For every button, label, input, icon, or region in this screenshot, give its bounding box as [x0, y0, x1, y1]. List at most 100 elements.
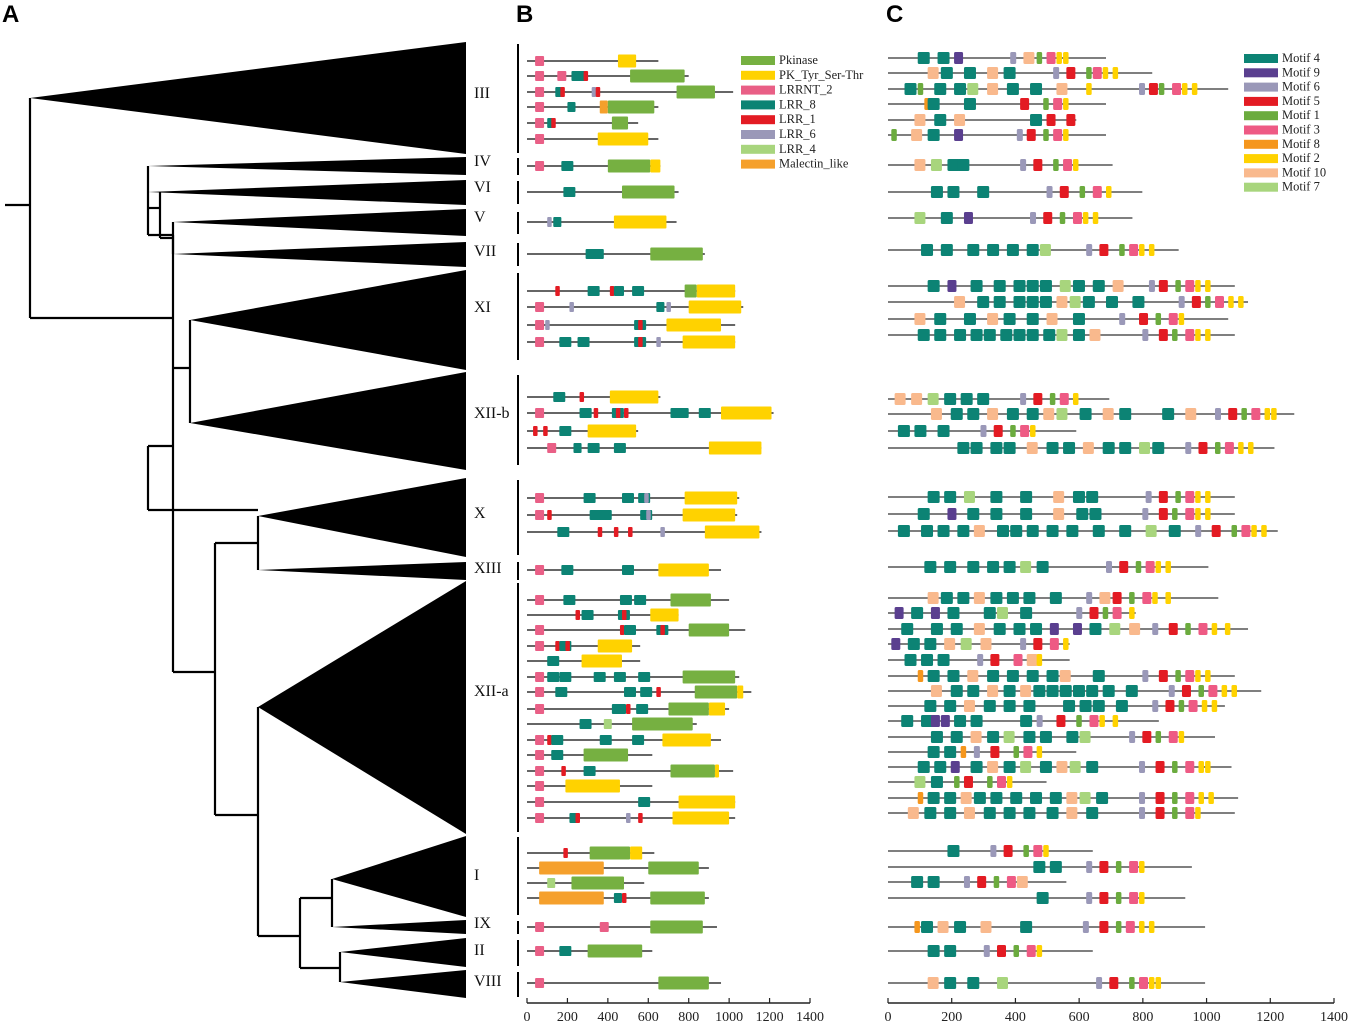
motif-3 — [1185, 491, 1195, 503]
motif-2 — [1006, 776, 1013, 788]
motif-3 — [1006, 876, 1016, 888]
motif-5 — [1109, 977, 1119, 989]
motif-4 — [1092, 525, 1105, 537]
motif-4 — [1026, 408, 1039, 420]
motif-2 — [1063, 129, 1069, 141]
motif-10 — [987, 67, 999, 79]
domain-nt — [557, 71, 567, 81]
motif-4 — [1013, 329, 1026, 341]
motif-4 — [940, 212, 953, 224]
motif-legend-label: Motif 3 — [1282, 123, 1320, 137]
motif-4 — [963, 98, 976, 110]
motif-10 — [927, 977, 939, 989]
motif-1 — [1049, 393, 1056, 405]
axis-tick-label: 0 — [524, 1010, 531, 1025]
clade-triangle-vii — [173, 242, 466, 267]
motif-3 — [1139, 977, 1149, 989]
motif-10 — [973, 592, 985, 604]
domain-legend-swatch — [741, 144, 775, 154]
motif-1 — [1172, 807, 1178, 819]
motif-4 — [907, 638, 920, 650]
panel-c-letter: C — [886, 1, 903, 28]
domain-l8 — [557, 527, 570, 537]
motif-6 — [1148, 280, 1155, 292]
motif-2 — [1139, 244, 1145, 256]
domain-pk — [611, 116, 629, 130]
domain-ty — [737, 685, 744, 699]
motif-2 — [1195, 280, 1201, 292]
domain-l8 — [583, 766, 596, 776]
domain-l1 — [565, 641, 570, 651]
clade-triangle-xii-a — [258, 581, 466, 834]
motif-6 — [1178, 296, 1185, 308]
domain-ty — [662, 733, 711, 747]
domain-l1 — [609, 286, 615, 296]
motif-1 — [1185, 623, 1191, 635]
motif-1 — [1059, 212, 1066, 224]
domain-l8 — [559, 672, 572, 682]
motif-4 — [947, 607, 960, 619]
motif-10 — [1129, 623, 1141, 635]
motif-5 — [1181, 685, 1191, 697]
motif-4 — [957, 592, 970, 604]
motif-6 — [1152, 623, 1159, 635]
motif-10 — [1043, 408, 1055, 420]
motif-1 — [1115, 921, 1122, 933]
motif-7 — [914, 776, 926, 788]
motif-6 — [1129, 731, 1136, 743]
domain-pk — [650, 891, 705, 905]
motif-3 — [1129, 892, 1139, 904]
motif-5 — [1046, 114, 1056, 126]
motif-5 — [1148, 83, 1158, 95]
domain-l1 — [543, 426, 548, 436]
motif-2 — [1181, 83, 1188, 95]
motif-10 — [930, 408, 942, 420]
motif-9 — [891, 638, 901, 650]
motif-3 — [1129, 244, 1139, 256]
motif-4 — [944, 807, 957, 819]
motif-4 — [1115, 700, 1128, 712]
motif-4 — [934, 761, 947, 773]
motif-4 — [1102, 685, 1115, 697]
clade-label-v: V — [474, 209, 486, 226]
motif-legend-swatch — [1244, 111, 1278, 121]
motif-4 — [957, 159, 970, 171]
motif-5 — [1228, 408, 1238, 420]
motif-6 — [1076, 607, 1083, 619]
domain-l1 — [624, 408, 629, 418]
domain-l1 — [613, 527, 619, 537]
domain-nt — [535, 813, 545, 823]
motif-5 — [1099, 861, 1109, 873]
motif-4 — [940, 592, 953, 604]
motif-5 — [963, 776, 973, 788]
motif-legend-label: Motif 7 — [1282, 180, 1320, 194]
axis-tick-label: 200 — [941, 1010, 962, 1025]
domain-l6 — [666, 302, 671, 312]
motif-legend-label: Motif 8 — [1282, 137, 1320, 151]
motif-7 — [1145, 525, 1157, 537]
domain-l1 — [660, 625, 665, 635]
motif-2 — [1063, 638, 1069, 650]
motif-3 — [1046, 52, 1056, 64]
clade-label-ii: II — [474, 942, 485, 959]
motif-4 — [1006, 592, 1019, 604]
domain-l8 — [555, 87, 562, 97]
motif-6 — [1030, 212, 1037, 224]
motif-6 — [1145, 491, 1152, 503]
motif-1 — [1205, 296, 1211, 308]
clade-label-iii: III — [474, 85, 490, 102]
axis-b: 0 200 400 600 800 1000 1200 1400 — [524, 998, 824, 1025]
domain-l8 — [553, 217, 562, 227]
motif-4 — [927, 280, 940, 292]
domain-l1 — [547, 510, 552, 520]
motif-2 — [1043, 845, 1049, 857]
motif-1 — [1241, 408, 1247, 420]
motif-1 — [917, 83, 924, 95]
motif-10 — [954, 114, 966, 126]
motif-10 — [954, 296, 966, 308]
domain-pk — [650, 920, 703, 934]
motif-10 — [1056, 761, 1068, 773]
motif-4 — [904, 83, 917, 95]
motif-4 — [954, 329, 967, 341]
domain-l1 — [619, 625, 625, 635]
